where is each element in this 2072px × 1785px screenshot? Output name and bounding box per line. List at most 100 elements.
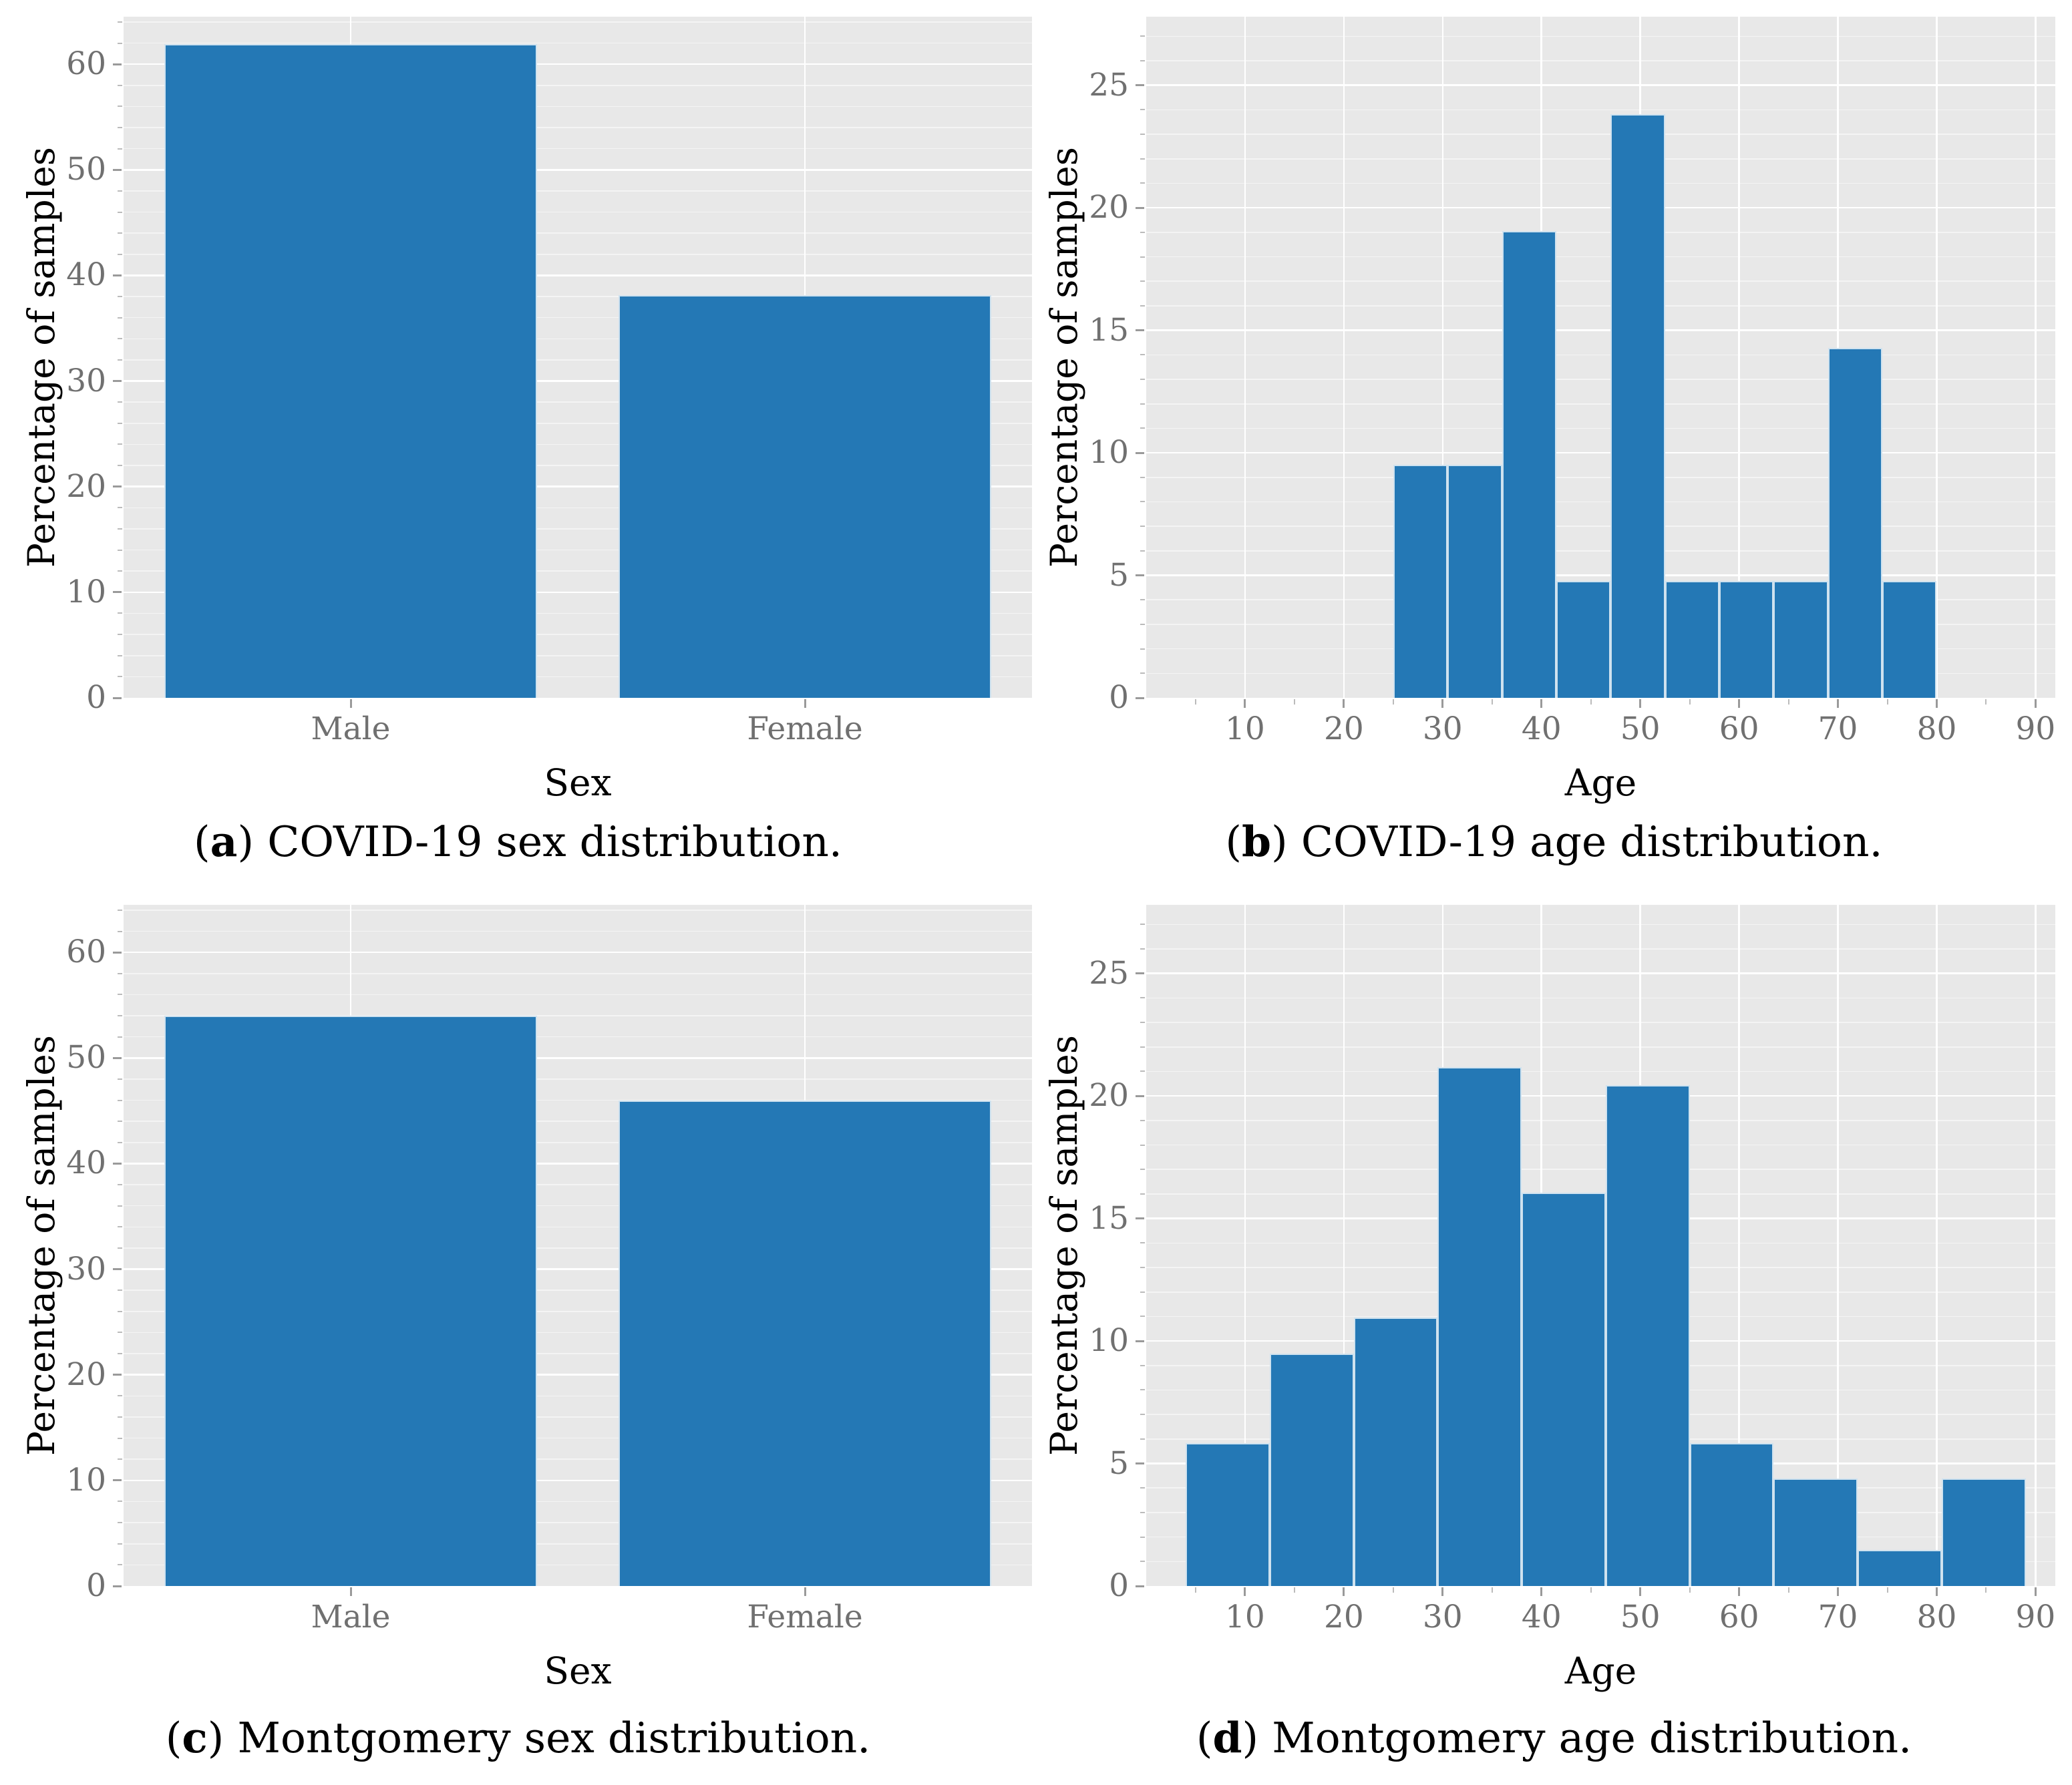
x-tick-label: 70 xyxy=(1818,1599,1858,1635)
x-category-label: Male xyxy=(311,1599,391,1635)
x-tick-label: 80 xyxy=(1916,1599,1957,1635)
caption-paren-close: ) xyxy=(1271,817,1288,866)
x-axis-label: Sex xyxy=(544,761,612,804)
y-tick-label: 20 xyxy=(1089,1077,1129,1115)
caption-paren-open: ( xyxy=(1225,817,1242,866)
histogram-bin xyxy=(1773,1478,1858,1586)
histogram-bin xyxy=(1610,114,1665,698)
x-tick-label: 70 xyxy=(1818,711,1858,747)
plot-panel xyxy=(1146,17,2055,698)
y-tick-label: 20 xyxy=(66,1356,106,1393)
bar-male xyxy=(164,44,537,698)
histogram-bin xyxy=(1941,1478,2026,1586)
caption-letter: a xyxy=(210,817,238,866)
plot-panel xyxy=(124,905,1032,1586)
x-tick-label: 60 xyxy=(1719,1599,1759,1635)
caption: (b) COVID-19 age distribution. xyxy=(1036,813,2072,870)
y-tick-label: 10 xyxy=(1089,1322,1129,1360)
caption-text: Montgomery age distribution. xyxy=(1272,1714,1912,1762)
x-tick-label: 90 xyxy=(2015,711,2056,747)
caption-paren-close: ) xyxy=(237,817,254,866)
x-axis-label: Age xyxy=(1564,761,1637,804)
y-tick-label: 30 xyxy=(66,362,106,399)
y-tick-label: 20 xyxy=(1089,189,1129,226)
caption: (a) COVID-19 sex distribution. xyxy=(0,813,1036,870)
histogram-bin xyxy=(1353,1318,1438,1586)
histogram-bin xyxy=(1882,581,1937,698)
y-tick-label: 30 xyxy=(66,1250,106,1287)
histogram-bin xyxy=(1689,1442,1774,1586)
caption-paren-close: ) xyxy=(1242,1714,1259,1762)
y-tick-label: 10 xyxy=(66,573,106,610)
bar-male xyxy=(164,1016,537,1586)
x-category-label: Female xyxy=(747,711,863,747)
y-tick-label: 50 xyxy=(66,151,106,188)
histogram-bin xyxy=(1269,1353,1354,1586)
y-tick-label: 15 xyxy=(1089,311,1129,349)
x-tick-label: 40 xyxy=(1521,711,1562,747)
x-category-label: Female xyxy=(747,1599,863,1635)
plot-panel xyxy=(1146,905,2055,1586)
y-tick-label: 60 xyxy=(66,45,106,83)
x-tick-label: 20 xyxy=(1323,711,1364,747)
histogram-bin xyxy=(1186,1442,1270,1586)
caption-paren-open: ( xyxy=(194,817,210,866)
y-tick-label: 15 xyxy=(1089,1199,1129,1237)
bar-female xyxy=(619,295,991,698)
y-tick-label: 40 xyxy=(66,256,106,294)
histogram-bin xyxy=(1502,231,1556,698)
x-tick-label: 80 xyxy=(1916,711,1957,747)
x-tick-label: 60 xyxy=(1719,711,1759,747)
x-tick-label: 30 xyxy=(1422,711,1463,747)
y-tick-label: 25 xyxy=(1089,66,1129,104)
histogram-bin xyxy=(1556,581,1611,698)
x-tick-label: 90 xyxy=(2015,1599,2056,1635)
caption-letter: d xyxy=(1212,1713,1242,1762)
x-tick-label: 50 xyxy=(1620,1599,1661,1635)
x-tick-label: 20 xyxy=(1323,1599,1364,1635)
x-tick-label: 50 xyxy=(1620,711,1661,747)
x-tick-label: 40 xyxy=(1521,1599,1562,1635)
y-tick-label: 40 xyxy=(66,1145,106,1182)
y-tick-label: 10 xyxy=(66,1461,106,1499)
bar-female xyxy=(619,1100,991,1586)
y-axis-label: Percentage of samples xyxy=(1043,1035,1085,1456)
x-tick-label: 30 xyxy=(1422,1599,1463,1635)
y-tick-label: 25 xyxy=(1089,954,1129,992)
caption-text: Montgomery sex distribution. xyxy=(237,1714,871,1762)
histogram-bin xyxy=(1605,1085,1690,1586)
histogram-bin xyxy=(1447,464,1502,698)
x-tick-label: 10 xyxy=(1225,1599,1265,1635)
x-axis-label: Sex xyxy=(544,1649,612,1692)
caption-text: COVID-19 sex distribution. xyxy=(267,817,842,866)
histogram-bin xyxy=(1522,1192,1606,1586)
caption-text: COVID-19 age distribution. xyxy=(1301,817,1883,866)
y-tick-label: 10 xyxy=(1089,434,1129,471)
histogram-bin xyxy=(1665,581,1720,698)
x-axis-label: Age xyxy=(1564,1649,1637,1692)
x-tick-label: 10 xyxy=(1225,711,1265,747)
caption-letter: c xyxy=(182,1713,208,1762)
y-tick-label: 20 xyxy=(66,467,106,505)
histogram-bin xyxy=(1719,581,1774,698)
y-tick-label: 0 xyxy=(86,679,106,716)
y-tick-label: 5 xyxy=(1109,1444,1129,1482)
caption-paren-close: ) xyxy=(207,1714,224,1762)
y-tick-label: 5 xyxy=(1109,556,1129,594)
y-tick-label: 0 xyxy=(1109,1567,1129,1604)
histogram-bin xyxy=(1858,1550,1942,1586)
y-tick-label: 50 xyxy=(66,1039,106,1076)
caption: (d) Montgomery age distribution. xyxy=(1036,1710,2072,1766)
histogram-bin xyxy=(1437,1067,1522,1586)
plot-panel xyxy=(124,17,1032,698)
y-tick-label: 60 xyxy=(66,934,106,971)
y-tick-label: 0 xyxy=(86,1567,106,1604)
histogram-bin xyxy=(1393,464,1448,698)
y-tick-label: 0 xyxy=(1109,679,1129,716)
histogram-bin xyxy=(1828,347,1883,698)
